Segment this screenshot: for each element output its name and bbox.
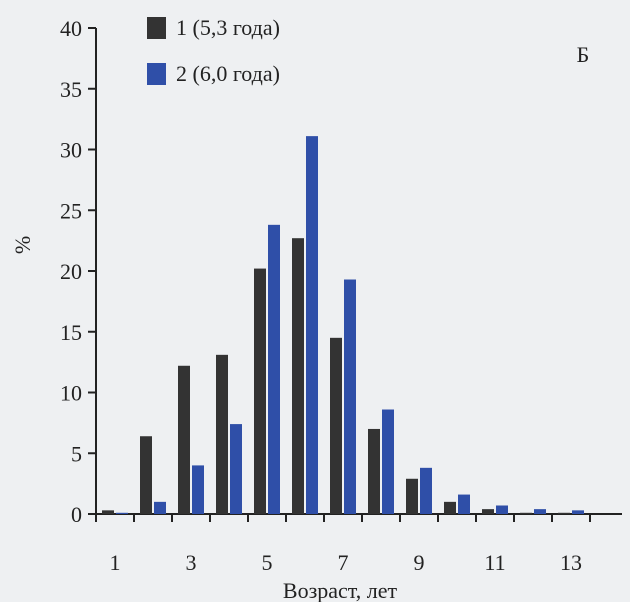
bar-series-1-age-6 [292,238,304,514]
x-axis-label: Возраст, лет [283,578,398,602]
bar-series-2-age-10 [458,494,470,514]
bar-series-1-age-10 [444,501,456,514]
y-tick-label: 40 [60,16,82,41]
bar-series-2-age-11 [496,505,508,514]
bar-series-1-age-8 [368,428,380,514]
y-tick-label: 20 [60,259,82,284]
x-tick-label: 5 [262,550,273,575]
x-tick-label: 13 [560,550,582,575]
y-tick-label: 15 [60,320,82,345]
axes [95,28,622,515]
bar-series-1-age-4 [216,354,228,514]
bar-series-2-age-13 [572,510,584,514]
bar-series-1-age-2 [140,436,152,514]
bar-series-1-age-13 [558,512,570,514]
bar-series-2-age-2 [154,501,166,514]
bars [102,136,584,514]
bar-series-2-age-1 [116,512,128,514]
y-ticks: 0 5 10 15 20 25 30 35 40 [60,16,96,527]
bar-series-1-age-5 [254,268,266,514]
x-tick-label: 3 [186,550,197,575]
y-tick-label: 35 [60,77,82,102]
bar-series-2-age-3 [192,465,204,514]
bar-series-1-age-1 [102,510,114,514]
y-tick-label: 25 [60,198,82,223]
legend-label-series-1: 1 (5,3 года) [176,15,280,40]
bar-series-2-age-4 [230,424,242,514]
legend: 1 (5,3 года) 2 (6,0 года) [147,15,280,86]
bar-series-2-age-5 [268,224,280,514]
bar-series-2-age-6 [306,136,318,514]
x-tick-label: 1 [110,550,121,575]
x-tick-label: 11 [484,550,505,575]
y-tick-label: 5 [71,441,82,466]
bar-series-1-age-7 [330,337,342,514]
x-ticks: 1 3 5 7 9 11 13 [95,514,591,575]
y-axis-label: % [10,236,35,254]
legend-swatch-series-2 [147,63,166,85]
bar-series-1-age-3 [178,365,190,514]
bar-series-1-age-9 [406,478,418,514]
bar-series-2-age-8 [382,409,394,514]
legend-swatch-series-1 [147,17,166,39]
y-tick-label: 30 [60,138,82,163]
x-tick-label: 9 [414,550,425,575]
bar-series-1-age-11 [482,509,494,514]
bar-series-2-age-12 [534,509,546,514]
y-tick-label: 10 [60,381,82,406]
bar-series-2-age-9 [420,467,432,514]
y-tick-label: 0 [71,502,82,527]
x-tick-label: 7 [338,550,349,575]
panel-label: Б [577,42,590,67]
legend-label-series-2: 2 (6,0 года) [176,61,280,86]
bar-series-1-age-12 [520,512,532,514]
bar-series-2-age-7 [344,279,356,514]
